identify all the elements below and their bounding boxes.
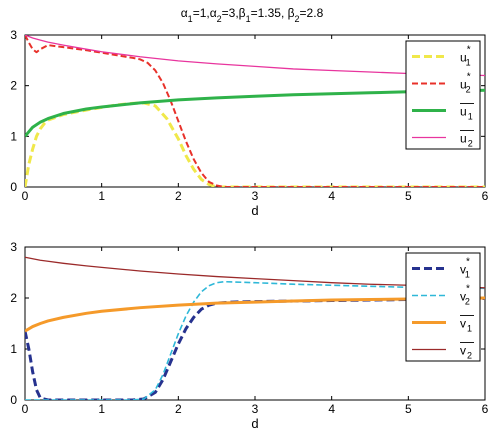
x-tick-label: 1 (98, 402, 105, 416)
title-part: 2 (217, 14, 222, 24)
x-tick-label: 5 (405, 402, 412, 416)
legend-label: v* 1 (460, 257, 470, 280)
legend-label: v* 2 (460, 284, 470, 307)
title-part: =3, (222, 6, 239, 20)
y-tick-label: 1 (10, 129, 17, 143)
x-tick-label: 2 (175, 402, 182, 416)
x-tick-label: 6 (482, 189, 489, 203)
x-tick-label: 4 (328, 402, 335, 416)
title-part: 1 (246, 14, 251, 24)
title-part: 2 (295, 14, 300, 24)
series-line-v2-star (25, 280, 485, 400)
y-tick-label: 0 (10, 393, 17, 407)
legend-label: v1 (460, 317, 472, 334)
legend-label: u2 (460, 132, 473, 149)
legend-label: u* 1 (460, 45, 471, 68)
x-axis-label: d (251, 203, 258, 218)
series-line-u2-bar (25, 35, 485, 77)
x-tick-label: 0 (22, 402, 29, 416)
title-part: 1 (188, 14, 193, 24)
series-line-u2-star (25, 35, 485, 187)
x-tick-label: 2 (175, 189, 182, 203)
y-tick-label: 2 (10, 291, 17, 305)
y-tick-label: 1 (10, 342, 17, 356)
x-tick-label: 3 (252, 189, 259, 203)
series-group (25, 256, 485, 400)
series-line-u1-bar (25, 88, 485, 138)
title-part: =1.35, (251, 6, 288, 20)
legend-label: u1 (460, 105, 473, 122)
legend-label: v2 (460, 344, 472, 361)
x-axis-label: d (251, 416, 258, 431)
title-part: α (210, 6, 217, 20)
figure-title: α1=1,α2=3,β1=1.35, β2=2.8 (181, 6, 324, 24)
x-tick-label: 6 (482, 402, 489, 416)
x-tick-label: 1 (98, 189, 105, 203)
y-tick-label: 0 (10, 180, 17, 194)
title-part: α (181, 6, 188, 20)
legend-label: u* 2 (460, 72, 471, 95)
legend: u* 1 u* 2 u1 u2 (405, 40, 481, 150)
title-part: β (239, 6, 246, 20)
legend: v* 1 v* 2 v1 v2 (405, 252, 481, 362)
legend-box (405, 252, 481, 362)
title-part: =1, (193, 6, 210, 20)
series-line-v1-bar (25, 296, 485, 333)
series-line-v2-bar (25, 256, 485, 289)
x-tick-label: 0 (22, 189, 29, 203)
x-tick-label: 5 (405, 189, 412, 203)
title-part: =2.8 (300, 6, 324, 20)
legend-box (405, 40, 481, 150)
y-tick-label: 3 (10, 240, 17, 254)
x-tick-label: 3 (252, 402, 259, 416)
y-tick-label: 2 (10, 79, 17, 93)
x-tick-label: 4 (328, 189, 335, 203)
title-part: β (288, 6, 295, 20)
y-tick-label: 3 (10, 28, 17, 42)
series-group (25, 35, 485, 187)
